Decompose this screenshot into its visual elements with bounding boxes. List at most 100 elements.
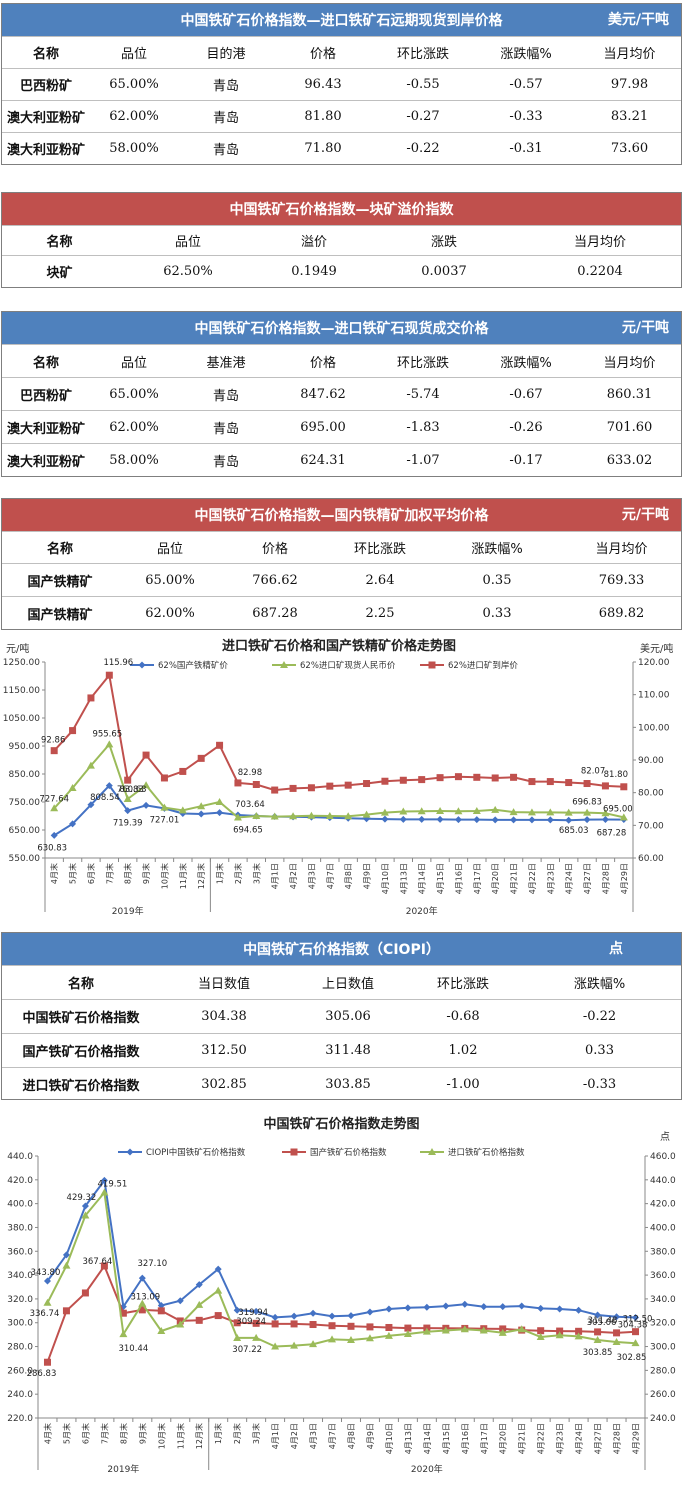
left-tick-label: 750.00 (9, 798, 41, 808)
left-tick-label: 280.0 (7, 1343, 33, 1353)
legend-marker (126, 1148, 134, 1156)
right-tick-label: 300.0 (650, 1343, 676, 1353)
data-point (62, 1307, 70, 1315)
x-tick-label: 4月1日 (271, 1423, 280, 1449)
data-point (290, 1320, 298, 1328)
data-point (612, 1337, 621, 1345)
x-tick-label: 5月末 (61, 1423, 71, 1444)
right-tick-label: 340.0 (650, 1295, 676, 1305)
year-label: 2020年 (411, 1463, 443, 1475)
data-point (119, 1309, 127, 1317)
data-point (50, 804, 59, 812)
data-point (138, 1306, 146, 1314)
col-header: 环比涨跌 (396, 355, 449, 371)
data-label: 83.83 (120, 785, 144, 795)
data-label: 115.96 (103, 658, 133, 668)
data-point (619, 813, 628, 821)
column-headers: 名称 品位 目的港 价格 环比涨跌 涨跌幅% 当月均价 (2, 36, 681, 68)
cell: 71.80 (304, 141, 342, 156)
cell-name: 国产铁精矿 (27, 574, 93, 590)
x-tick-label: 12月末 (196, 863, 206, 889)
unit-label: 元/干吨 (621, 320, 669, 336)
cell: 62.00% (109, 419, 159, 435)
x-tick-label: 4月29日 (620, 863, 629, 894)
x-tick-label: 4月24日 (565, 863, 574, 894)
left-tick-label: 850.00 (9, 770, 41, 780)
data-point (326, 782, 334, 790)
legend-label: 62%进口矿到岸价 (448, 660, 518, 671)
data-point (422, 1327, 431, 1335)
data-point (480, 1303, 488, 1311)
cell: -1.07 (406, 452, 440, 468)
data-point (289, 784, 297, 792)
table-title: 中国铁矿石价格指数—块矿溢价指数 (229, 202, 454, 218)
legend-label: 62%国产铁精矿价 (158, 660, 228, 671)
data-label: 429.32 (67, 1193, 97, 1203)
cell: 303.85 (325, 1077, 371, 1092)
data-label: 304.38 (618, 1321, 648, 1331)
data-point (214, 1265, 222, 1273)
data-point (564, 808, 573, 816)
cell-name: 国产铁精矿 (27, 607, 93, 623)
col-header: 当月均价 (573, 235, 626, 250)
col-header: 名称 (32, 47, 59, 62)
data-point (105, 782, 113, 790)
data-point (436, 774, 444, 782)
table-title: 中国铁矿石价格指数—进口铁矿石远期现货到岸价格 (180, 13, 503, 29)
data-label: 719.39 (113, 819, 143, 829)
data-label: 312.50 (623, 1315, 653, 1325)
data-point (575, 1327, 583, 1335)
data-point (271, 786, 279, 794)
cell-name: 块矿 (46, 266, 73, 281)
table-row: 澳大利亚粉矿 58.00% 青岛 624.31 -1.07 -0.17 633.… (2, 443, 681, 476)
cell: 81.80 (304, 109, 342, 124)
legend-label: 国产铁矿石价格指数 (310, 1147, 387, 1158)
cell: -1.00 (446, 1077, 480, 1092)
data-point (100, 1262, 108, 1270)
data-label: 309.24 (236, 1317, 266, 1327)
data-point (460, 1325, 469, 1333)
data-point (454, 807, 463, 815)
data-label: 687.28 (597, 829, 627, 839)
col-header: 环比涨跌 (353, 542, 406, 557)
column-headers: 名称 品位 溢价 涨跌 当月均价 (2, 225, 681, 255)
cell: 62.00% (145, 605, 195, 621)
column-headers: 名称 当日数值 上日数值 环比涨跌 涨跌幅% (2, 965, 681, 999)
data-point (537, 1304, 545, 1312)
data-point (575, 1306, 583, 1314)
data-point (498, 1328, 507, 1336)
table-domestic-concentrate: 中国铁矿石价格指数—国内铁精矿加权平均价格 元/干吨 名称 品位 价格 环比涨跌… (1, 498, 682, 630)
legend-marker (428, 1148, 436, 1155)
right-tick-label: 440.0 (650, 1176, 676, 1186)
col-header: 上日数值 (321, 977, 374, 992)
cell: 65.00% (145, 572, 195, 588)
right-tick-label: 460.0 (650, 1152, 676, 1162)
table-row: 进口铁矿石价格指数 302.85 303.85 -1.00 -0.33 (2, 1067, 681, 1101)
cell: 62.00% (109, 109, 159, 124)
data-point (555, 1331, 564, 1339)
cell-name: 国产铁矿石价格指数 (22, 1045, 140, 1060)
col-header: 涨跌幅% (471, 542, 523, 557)
cell: 65.00% (109, 77, 159, 92)
chart-title: 中国铁矿石价格指数走势图 (263, 1116, 419, 1132)
data-point (472, 806, 481, 814)
x-tick-label: 4月20日 (499, 1423, 508, 1454)
x-tick-label: 4月2日 (289, 863, 298, 889)
data-point (62, 1251, 70, 1259)
data-point (363, 780, 371, 788)
cell: -0.17 (509, 452, 543, 468)
data-point (142, 801, 150, 809)
data-label: 808.54 (90, 793, 120, 803)
right-tick-label: 420.0 (650, 1200, 676, 1210)
col-header: 溢价 (300, 235, 327, 250)
cell: 0.35 (482, 572, 512, 588)
right-tick-label: 100.00 (638, 723, 670, 733)
table-header: 中国铁矿石价格指数—进口铁矿石远期现货到岸价格 美元/干吨 (2, 4, 681, 36)
data-point (399, 807, 408, 815)
x-tick-label: 4月27日 (594, 1423, 603, 1454)
left-tick-label: 550.00 (9, 854, 41, 864)
data-point (50, 831, 58, 839)
data-point (176, 1320, 185, 1328)
x-tick-label: 11月末 (178, 863, 188, 889)
